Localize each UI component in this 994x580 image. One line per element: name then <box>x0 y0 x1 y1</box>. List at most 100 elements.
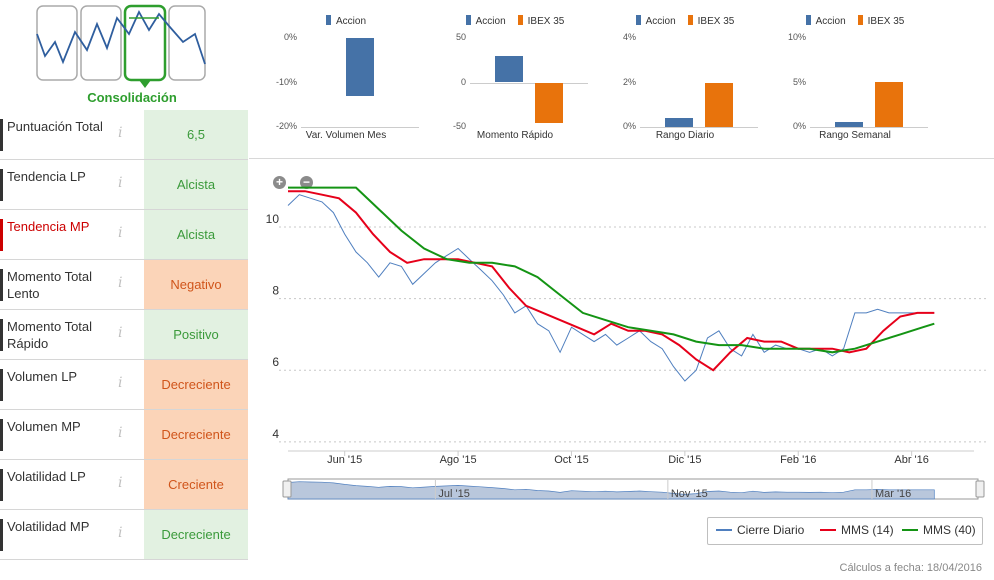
legend-swatch <box>857 15 863 25</box>
series-cierre-diario[interactable] <box>287 194 935 382</box>
mini-legend-item[interactable]: Accion <box>635 15 676 27</box>
row-marker <box>0 219 3 251</box>
mini-legend-item[interactable]: Accion <box>325 15 366 27</box>
indicator-value: Alcista <box>144 210 248 259</box>
indicator-value: Decreciente <box>144 510 248 559</box>
bar-accion[interactable] <box>495 55 523 83</box>
indicator-value: Positivo <box>144 310 248 359</box>
mini-legend: Accion IBEX 35 <box>770 15 940 27</box>
mini-legend-item[interactable]: Accion <box>465 15 506 27</box>
mini-legend-label: IBEX 35 <box>527 16 565 27</box>
row-marker <box>0 119 3 151</box>
mini-chart: Accion IBEX 35 50 0 -50 Momento Rápido <box>430 8 600 148</box>
series-mms-40[interactable] <box>288 186 935 354</box>
y-tick-label: -50 <box>452 121 466 131</box>
legend-swatch <box>325 15 331 25</box>
phase-trend-line <box>36 10 206 65</box>
legend-item-cierre[interactable]: Cierre Diario <box>716 523 804 537</box>
indicator-value: Decreciente <box>144 410 248 459</box>
legend-swatch <box>465 15 471 25</box>
mini-legend-item[interactable]: IBEX 35 <box>517 15 565 27</box>
bar-ibex[interactable] <box>705 82 733 127</box>
info-icon[interactable]: i <box>118 425 123 441</box>
bar-ibex[interactable] <box>875 81 903 127</box>
mini-chart-title: Momento Rápido <box>476 130 554 141</box>
row-marker <box>0 369 3 401</box>
info-icon[interactable]: i <box>118 475 123 491</box>
mini-chart: Accion IBEX 35 4% 2% 0% Rango Diario <box>600 8 770 148</box>
mini-legend-label: Accion <box>475 16 506 27</box>
info-icon[interactable]: i <box>118 375 123 391</box>
y-tick-label: 10% <box>787 32 806 42</box>
row-marker <box>0 469 3 501</box>
mini-legend-label: Accion <box>645 16 676 27</box>
legend-item-mms40[interactable]: MMS (40) <box>902 523 976 537</box>
price-chart[interactable]: 10 8 6 4 Jun '15 Ago '15 Oct '15 Dic '15 Feb '16… <box>249 159 994 559</box>
y-tick-label: 4 <box>272 427 279 441</box>
row-marker <box>0 419 3 451</box>
navigator-handle-left[interactable] <box>282 480 292 498</box>
y-tick-label: 6 <box>272 355 279 369</box>
x-axis-line <box>640 127 758 128</box>
y-tick-label: -10% <box>275 76 297 87</box>
bar-accion[interactable] <box>346 38 374 96</box>
bar-accion[interactable] <box>665 118 693 127</box>
indicator-row: Volumen MP i Decreciente <box>0 410 248 460</box>
phase-pointer-icon <box>139 80 151 88</box>
info-icon[interactable]: i <box>118 275 123 291</box>
mini-chart-title: Rango Diario <box>655 130 715 141</box>
indicator-row: Volatilidad MP i Decreciente <box>0 510 248 560</box>
market-phase-icon <box>36 4 206 88</box>
indicator-value: Alcista <box>144 160 248 209</box>
mini-legend-label: Accion <box>335 16 366 27</box>
indicator-value: 6,5 <box>144 110 248 159</box>
x-tick-label: Dic '15 <box>668 454 701 466</box>
indicator-label: Tendencia LP <box>7 169 86 184</box>
mini-legend-label: IBEX 35 <box>867 16 905 27</box>
bar-ibex[interactable] <box>535 82 563 123</box>
x-axis-line <box>470 82 588 84</box>
mini-chart-title: Rango Semanal <box>819 130 891 141</box>
x-tick-label: Ago '15 <box>440 454 477 466</box>
mini-legend-item[interactable]: IBEX 35 <box>857 15 905 27</box>
info-icon[interactable]: i <box>118 225 123 241</box>
legend-swatch <box>635 15 641 25</box>
mini-legend-label: IBEX 35 <box>697 16 735 27</box>
phase-label: Consolidación <box>87 90 177 105</box>
mini-legend-item[interactable]: IBEX 35 <box>687 15 735 27</box>
x-tick-label: Oct '15 <box>554 454 589 466</box>
indicator-label: Volatilidad LP <box>7 469 86 484</box>
mini-legend: Accion <box>261 15 431 27</box>
x-tick-label: Feb '16 <box>780 454 816 466</box>
indicator-value: Negativo <box>144 260 248 309</box>
indicator-label: Momento Total Lento <box>7 269 93 301</box>
info-icon[interactable]: i <box>118 175 123 191</box>
row-marker <box>0 319 3 351</box>
legend-swatch <box>517 15 523 25</box>
indicator-row: Momento Total Rápido i Positivo <box>0 310 248 360</box>
mini-chart: Accion IBEX 35 10% 5% 0% Rango Semanal <box>770 8 940 148</box>
bar-accion[interactable] <box>835 121 863 127</box>
mini-legend-item[interactable]: Accion <box>805 15 846 27</box>
y-tick-label: 0% <box>283 32 297 42</box>
series-mms-14[interactable] <box>288 190 935 372</box>
row-marker <box>0 169 3 201</box>
indicator-label: Momento Total Rápido <box>7 319 93 351</box>
navigator-label: Mar '16 <box>875 488 911 500</box>
info-icon[interactable]: i <box>118 325 123 341</box>
mini-legend-label: Accion <box>815 16 846 27</box>
zoom-in-button[interactable]: + <box>273 176 286 189</box>
y-tick-label: 0% <box>622 121 636 131</box>
phase-box-4 <box>168 5 206 81</box>
zoom-out-button[interactable]: − <box>300 176 313 189</box>
y-tick-label: 8 <box>272 284 279 298</box>
y-tick-label: 5% <box>792 76 806 87</box>
legend-label-mms40: MMS (40) <box>923 523 976 537</box>
info-icon[interactable]: i <box>118 125 123 141</box>
navigator-label: Jul '15 <box>438 488 469 500</box>
legend-item-mms14[interactable]: MMS (14) <box>820 523 894 537</box>
navigator-handle-right[interactable] <box>975 480 985 498</box>
y-tick-label: -20% <box>275 121 297 131</box>
legend-label-cierre: Cierre Diario <box>737 523 805 537</box>
info-icon[interactable]: i <box>118 525 123 541</box>
